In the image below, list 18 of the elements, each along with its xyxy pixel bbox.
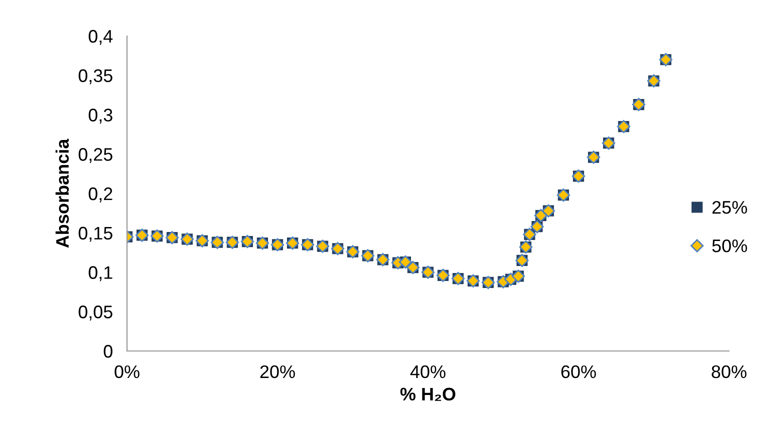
y-tick-label: 0,1 [88, 266, 112, 282]
x-tick-label: 40% [410, 365, 446, 378]
y-tick-label: 0,2 [88, 187, 112, 202]
x-tick-label: 80% [712, 365, 746, 378]
legend-label: 50% [712, 239, 748, 252]
y-tick-label: 0,3 [88, 108, 112, 124]
y-tick-label: 0,4 [88, 30, 113, 45]
legend-label: 25% [712, 200, 748, 214]
x-axis-title: % H₂O [400, 388, 456, 401]
y-tick-label: 0,05 [78, 306, 112, 320]
y-tick-label: 0 [104, 344, 112, 358]
x-tick-label: 60% [561, 365, 596, 378]
x-tick-label: 20% [260, 365, 295, 378]
y-axis-title: Absorbancia [56, 138, 69, 248]
y-tick-label: 0,15 [78, 226, 112, 242]
y-tick-label: 0,25 [78, 148, 112, 163]
y-tick-label: 0,35 [78, 69, 112, 84]
x-tick-label: 0% [114, 365, 140, 378]
